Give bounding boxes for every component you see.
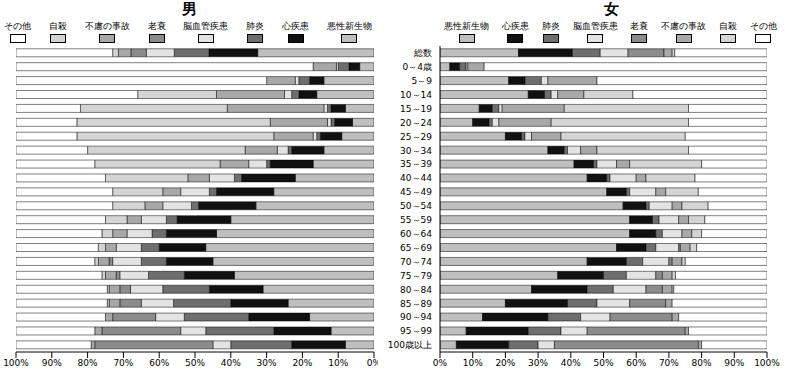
svg-text:60%: 60% [149, 358, 169, 368]
svg-text:40%: 40% [561, 358, 581, 368]
svg-text:20～24: 20～24 [400, 118, 432, 128]
svg-text:30%: 30% [257, 358, 277, 368]
svg-text:60%: 60% [626, 358, 646, 368]
svg-text:30～34: 30～34 [400, 146, 432, 156]
svg-text:40%: 40% [221, 358, 241, 368]
svg-text:30%: 30% [528, 358, 548, 368]
svg-text:80%: 80% [692, 358, 712, 368]
svg-text:70%: 70% [113, 358, 133, 368]
svg-text:65～69: 65～69 [400, 243, 432, 253]
html-text:不慮の事故: 不慮の事故 [84, 20, 130, 31]
svg-text:80～84: 80～84 [400, 285, 432, 295]
svg-text:95～99: 95～99 [400, 326, 432, 336]
html-text:老衰: 老衰 [630, 20, 649, 31]
svg-text:80%: 80% [78, 358, 98, 368]
html-text:女: 女 [604, 0, 619, 18]
svg-text:15～19: 15～19 [400, 104, 432, 114]
svg-text:90%: 90% [724, 358, 744, 368]
svg-text:10～14: 10～14 [400, 90, 432, 100]
svg-text:70%: 70% [659, 358, 679, 368]
svg-text:90%: 90% [42, 358, 62, 368]
html-text:自殺: 自殺 [719, 20, 738, 31]
svg-text:5～9: 5～9 [412, 76, 433, 86]
html-text:心疾患: 心疾患 [282, 20, 310, 31]
svg-text:50～54: 50～54 [400, 201, 432, 211]
svg-text:90～94: 90～94 [400, 312, 432, 322]
svg-text:60～64: 60～64 [400, 229, 432, 239]
html-text:老衰: 老衰 [147, 20, 166, 31]
html-text:脳血管疾患: 脳血管疾患 [183, 20, 229, 31]
svg-text:20%: 20% [292, 358, 312, 368]
svg-text:45～49: 45～49 [400, 187, 432, 197]
html-text:肺炎: 肺炎 [246, 20, 265, 31]
svg-text:0%: 0% [433, 358, 448, 368]
svg-text:50%: 50% [593, 358, 613, 368]
html-text:悪性新生物: 悪性新生物 [326, 20, 372, 31]
html-text:その他: その他 [749, 20, 777, 31]
svg-text:10%: 10% [328, 358, 348, 368]
svg-text:55～59: 55～59 [400, 215, 432, 225]
svg-text:0～4歳: 0～4歳 [403, 62, 432, 72]
svg-text:10%: 10% [463, 358, 483, 368]
html-text:男: 男 [181, 0, 197, 18]
html-text:その他: その他 [4, 20, 31, 31]
svg-text:40～44: 40～44 [400, 173, 432, 183]
svg-text:100%: 100% [754, 358, 777, 368]
html-text:心疾患: 心疾患 [501, 20, 529, 31]
svg-text:100歳以上: 100歳以上 [388, 340, 432, 350]
svg-text:25～29: 25～29 [400, 132, 432, 142]
html-text:不慮の事故: 不慮の事故 [661, 20, 707, 31]
svg-text:20%: 20% [495, 358, 515, 368]
html-text:脳血管疾患: 脳血管疾患 [572, 20, 618, 31]
svg-text:35～39: 35～39 [400, 159, 432, 169]
html-text:悪性新生物: 悪性新生物 [444, 20, 489, 31]
svg-text:100%: 100% [8, 358, 29, 368]
svg-text:50%: 50% [185, 358, 205, 368]
svg-text:75～79: 75～79 [400, 271, 432, 281]
svg-text:総数: 総数 [413, 48, 432, 58]
svg-text:85～89: 85～89 [400, 299, 432, 309]
svg-text:0%: 0% [367, 358, 378, 368]
html-text:自殺: 自殺 [48, 20, 67, 31]
html-text:肺炎: 肺炎 [541, 20, 560, 31]
svg-text:70～74: 70～74 [400, 257, 432, 267]
